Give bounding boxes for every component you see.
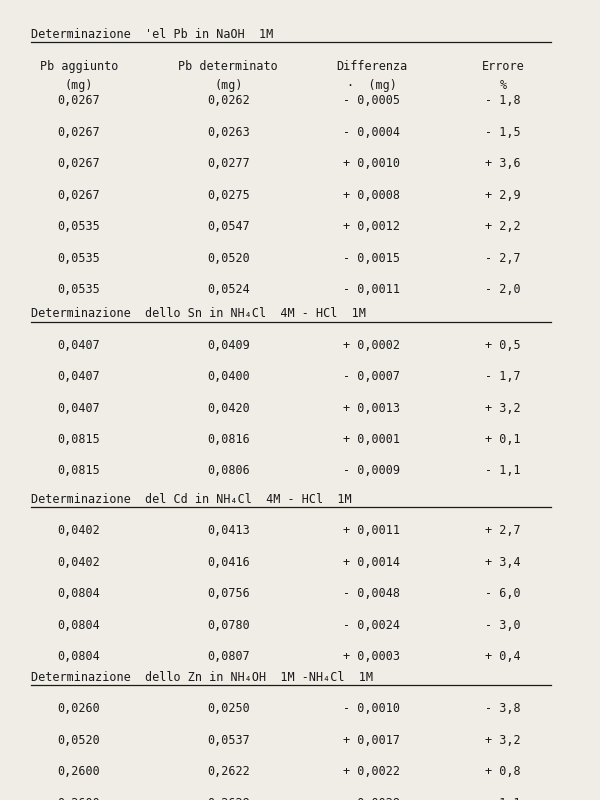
Text: 0,2629: 0,2629 [207,797,250,800]
Text: + 2,2: + 2,2 [485,220,521,233]
Text: 0,0535: 0,0535 [58,220,100,233]
Text: 0,0260: 0,0260 [58,702,100,715]
Text: Errore: Errore [482,60,524,73]
Text: + 0,0002: + 0,0002 [343,338,400,352]
Text: - 0,0009: - 0,0009 [343,465,400,478]
Text: 0,0277: 0,0277 [207,157,250,170]
Text: - 2,0: - 2,0 [485,283,521,296]
Text: 0,0275: 0,0275 [207,189,250,202]
Text: - 0,0004: - 0,0004 [343,126,400,138]
Text: 0,0413: 0,0413 [207,525,250,538]
Text: 0,0804: 0,0804 [58,587,100,600]
Text: 0,0402: 0,0402 [58,525,100,538]
Text: 0,2600: 0,2600 [58,797,100,800]
Text: - 6,0: - 6,0 [485,587,521,600]
Text: 0,0267: 0,0267 [58,157,100,170]
Text: + 3,2: + 3,2 [485,402,521,414]
Text: - 0,0007: - 0,0007 [343,370,400,383]
Text: 0,0524: 0,0524 [207,283,250,296]
Text: + 0,0022: + 0,0022 [343,766,400,778]
Text: 0,0262: 0,0262 [207,94,250,107]
Text: - 0,0024: - 0,0024 [343,619,400,632]
Text: 0,0416: 0,0416 [207,556,250,569]
Text: - 1,7: - 1,7 [485,370,521,383]
Text: 0,0806: 0,0806 [207,465,250,478]
Text: 0,0267: 0,0267 [58,126,100,138]
Text: 0,0547: 0,0547 [207,220,250,233]
Text: 0,0407: 0,0407 [58,338,100,352]
Text: 0,0815: 0,0815 [58,465,100,478]
Text: 0,0407: 0,0407 [58,402,100,414]
Text: - 0,0015: - 0,0015 [343,251,400,265]
Text: 0,0535: 0,0535 [58,251,100,265]
Text: 0,0804: 0,0804 [58,619,100,632]
Text: 0,0815: 0,0815 [58,433,100,446]
Text: + 0,0008: + 0,0008 [343,189,400,202]
Text: 0,0816: 0,0816 [207,433,250,446]
Text: (mg): (mg) [214,78,242,91]
Text: 0,0407: 0,0407 [58,370,100,383]
Text: Pb aggiunto: Pb aggiunto [40,60,118,73]
Text: 0,0400: 0,0400 [207,370,250,383]
Text: + 1,1: + 1,1 [485,797,521,800]
Text: ·  (mg): · (mg) [347,78,397,91]
Text: 0,0402: 0,0402 [58,556,100,569]
Text: Determinazione  dello Sn in NH₄Cl  4M - HCl  1M: Determinazione dello Sn in NH₄Cl 4M - HC… [31,307,366,320]
Text: (mg): (mg) [65,78,93,91]
Text: Determinazione  'el Pb in NaOH  1M: Determinazione 'el Pb in NaOH 1M [31,28,274,41]
Text: 0,0537: 0,0537 [207,734,250,747]
Text: 0,0804: 0,0804 [58,650,100,663]
Text: - 1,1: - 1,1 [485,465,521,478]
Text: %: % [499,78,506,91]
Text: - 0,0010: - 0,0010 [343,702,400,715]
Text: - 1,8: - 1,8 [485,94,521,107]
Text: 0,0756: 0,0756 [207,587,250,600]
Text: 0,2600: 0,2600 [58,766,100,778]
Text: 0,0520: 0,0520 [207,251,250,265]
Text: 0,0409: 0,0409 [207,338,250,352]
Text: - 3,8: - 3,8 [485,702,521,715]
Text: Pb determinato: Pb determinato [178,60,278,73]
Text: + 0,0014: + 0,0014 [343,556,400,569]
Text: - 0,0005: - 0,0005 [343,94,400,107]
Text: + 0,4: + 0,4 [485,650,521,663]
Text: + 0,0010: + 0,0010 [343,157,400,170]
Text: 0,0535: 0,0535 [58,283,100,296]
Text: + 2,7: + 2,7 [485,525,521,538]
Text: 0,0267: 0,0267 [58,94,100,107]
Text: - 3,0: - 3,0 [485,619,521,632]
Text: - 0,0011: - 0,0011 [343,283,400,296]
Text: + 0,0029: + 0,0029 [343,797,400,800]
Text: - 1,5: - 1,5 [485,126,521,138]
Text: Differenza: Differenza [336,60,407,73]
Text: 0,0520: 0,0520 [58,734,100,747]
Text: + 0,0012: + 0,0012 [343,220,400,233]
Text: 0,0420: 0,0420 [207,402,250,414]
Text: 0,0263: 0,0263 [207,126,250,138]
Text: + 3,2: + 3,2 [485,734,521,747]
Text: + 0,0011: + 0,0011 [343,525,400,538]
Text: + 0,1: + 0,1 [485,433,521,446]
Text: Determinazione  del Cd in NH₄Cl  4M - HCl  1M: Determinazione del Cd in NH₄Cl 4M - HCl … [31,493,352,506]
Text: + 2,9: + 2,9 [485,189,521,202]
Text: 0,0807: 0,0807 [207,650,250,663]
Text: + 0,0001: + 0,0001 [343,433,400,446]
Text: + 3,4: + 3,4 [485,556,521,569]
Text: - 2,7: - 2,7 [485,251,521,265]
Text: 0,0250: 0,0250 [207,702,250,715]
Text: + 0,0017: + 0,0017 [343,734,400,747]
Text: + 0,0003: + 0,0003 [343,650,400,663]
Text: + 0,8: + 0,8 [485,766,521,778]
Text: 0,0267: 0,0267 [58,189,100,202]
Text: 0,0780: 0,0780 [207,619,250,632]
Text: Determinazione  dello Zn in NH₄OH  1M -NH₄Cl  1M: Determinazione dello Zn in NH₄OH 1M -NH₄… [31,671,373,684]
Text: + 0,0013: + 0,0013 [343,402,400,414]
Text: 0,2622: 0,2622 [207,766,250,778]
Text: + 0,5: + 0,5 [485,338,521,352]
Text: - 0,0048: - 0,0048 [343,587,400,600]
Text: + 3,6: + 3,6 [485,157,521,170]
